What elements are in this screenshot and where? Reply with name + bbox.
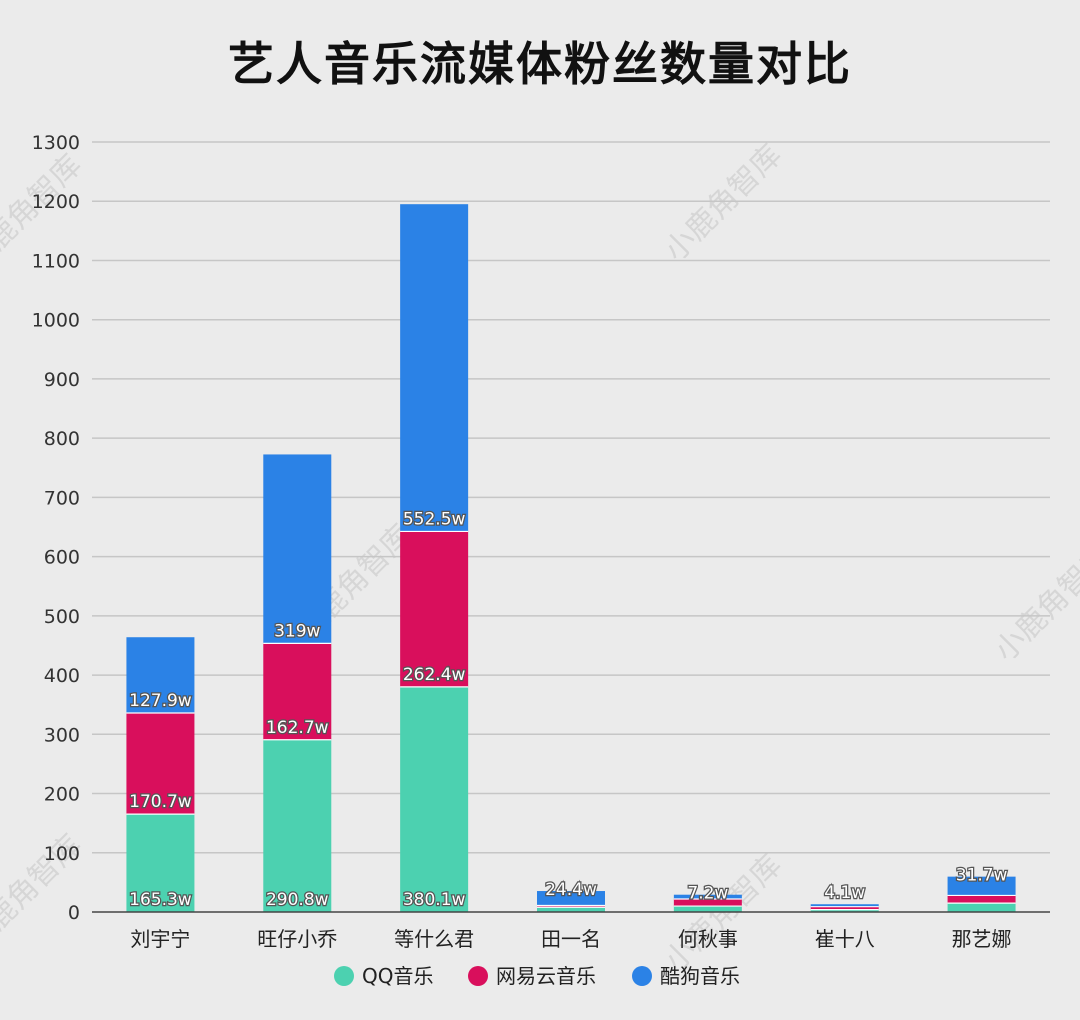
bar-layer [126,204,1016,912]
bar-segment [400,531,469,687]
y-tick-label: 1100 [32,250,80,272]
data-label: 262.4w [403,665,466,685]
bar-segment [810,909,879,912]
legend-item: 酷狗音乐 [632,964,740,988]
axis-layer: 0 100 200 300 400 500 600 700 800 900 1000 1100 1200… [32,132,1050,951]
data-label: 31.7w [956,866,1008,886]
y-tick-label: 100 [44,843,80,865]
bar-segment [126,814,195,912]
y-tick-label: 400 [44,665,80,687]
y-tick-label: 500 [44,606,80,628]
watermark-text: 小鹿角智库 [658,138,789,269]
category-label: 旺仔小乔 [257,927,337,951]
data-label: 380.1w [403,890,466,910]
bar-segment [537,905,605,908]
watermark-text: 小鹿角智库 [658,848,789,979]
legend-swatch [632,966,652,986]
legend-label: 酷狗音乐 [660,964,740,988]
bar-segment [537,891,605,906]
data-label: 165.3w [129,890,192,910]
legend-item: QQ音乐 [334,964,433,988]
data-label: 127.9w [129,691,192,711]
legend-label: 网易云音乐 [496,964,596,988]
category-label: 等什么君 [394,927,474,951]
data-label: 290.8w [266,890,329,910]
data-label-layer: 165.3w 170.7w 127.9w 290.8w 162.7w 319w 380.1w… [128,508,1009,911]
category-label: 那艺娜 [952,927,1012,951]
bar-segment [126,712,195,815]
y-tick-label: 300 [44,724,80,746]
y-tick-label: 1000 [32,310,80,332]
legend: QQ音乐 网易云音乐 酷狗音乐 [334,964,740,988]
grid-layer [92,141,1050,854]
bar-segment [263,454,332,644]
y-tick-label: 1200 [32,191,80,213]
data-label: 24.4w [545,880,597,900]
category-label: 刘宇宁 [130,927,190,951]
y-tick-label: 0 [68,902,80,924]
bar-segment [673,894,742,899]
data-label: 552.5w [403,509,466,529]
bar-segment [947,903,1016,912]
y-tick-label: 1300 [32,132,80,154]
watermark-text: 小鹿角智库 [988,538,1080,669]
bar-segment [810,904,879,907]
bar-segment [673,906,742,912]
y-tick-label: 900 [44,369,80,391]
legend-swatch [334,966,354,986]
category-label: 田一名 [541,927,601,951]
legend-label: QQ音乐 [362,964,433,988]
bar-segment [400,686,469,912]
legend-swatch [468,966,488,986]
category-label: 崔十八 [815,927,875,951]
category-label: 何秋事 [678,927,738,951]
bar-segment [263,643,332,740]
bar-segment [400,204,469,532]
y-tick-label: 600 [44,547,80,569]
bar-segment [126,637,195,713]
bar-segment [947,876,1016,896]
data-label: 4.1w [824,883,865,903]
y-tick-label: 700 [44,487,80,509]
bar-segment [673,898,742,907]
bar-segment [537,907,605,912]
y-tick-label: 800 [44,428,80,450]
bar-segment [810,906,879,910]
data-label: 162.7w [266,718,329,738]
data-label: 7.2w [687,884,728,904]
data-label: 319w [274,621,320,641]
legend-item: 网易云音乐 [468,964,596,988]
bar-segment [263,739,332,912]
chart-title: 艺人音乐流媒体粉丝数量对比 [228,37,852,91]
data-label: 170.7w [129,792,192,812]
y-tick-label: 200 [44,784,80,806]
bar-segment [947,895,1016,904]
